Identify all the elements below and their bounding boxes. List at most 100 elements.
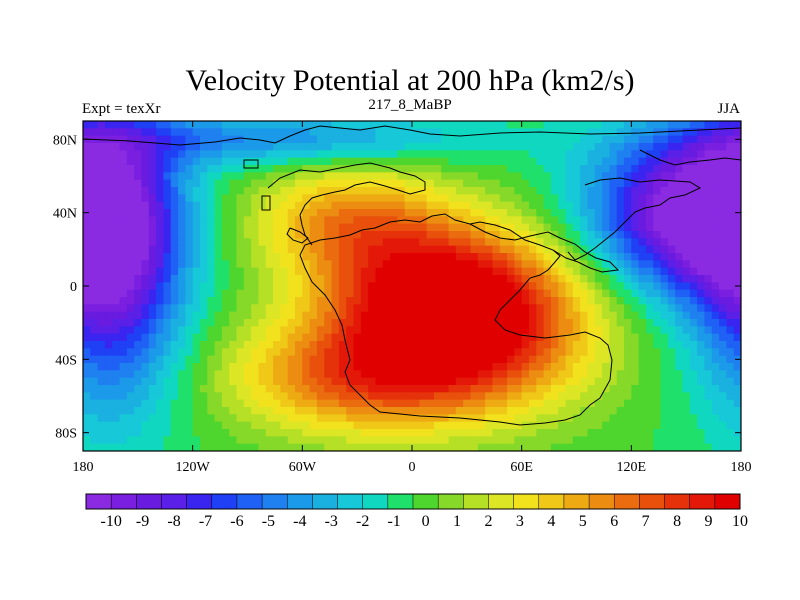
field-cell: [141, 135, 150, 144]
field-cell: [550, 201, 559, 210]
field-cell: [463, 363, 472, 371]
field-cell: [514, 377, 523, 386]
field-cell: [602, 319, 610, 327]
field-cell: [514, 150, 523, 159]
field-cell: [163, 443, 172, 451]
field-cell: [536, 282, 545, 291]
field-cell: [448, 150, 457, 159]
field-cell: [331, 194, 340, 203]
field-cell: [104, 297, 113, 305]
field-cell: [726, 253, 735, 261]
field-cell: [353, 238, 362, 247]
field-cell: [609, 392, 618, 401]
field-cell: [156, 253, 165, 261]
field-cell: [338, 238, 347, 247]
field-cell: [112, 407, 121, 415]
field-cell: [675, 209, 684, 217]
field-cell: [251, 385, 260, 393]
field-cell: [243, 429, 252, 437]
field-cell: [273, 216, 281, 225]
field-cell: [594, 267, 603, 276]
field-cell: [660, 377, 669, 386]
field-cell: [390, 282, 398, 291]
field-cell: [616, 348, 625, 357]
field-cell: [697, 216, 706, 225]
field-cell: [229, 355, 238, 364]
field-cell: [251, 289, 260, 298]
field-cell: [477, 238, 486, 247]
field-cell: [236, 282, 245, 291]
field-cell: [521, 355, 530, 364]
colorbar-label: 0: [422, 513, 430, 530]
field-cell: [492, 355, 501, 364]
field-cell: [719, 165, 727, 173]
field-cell: [324, 421, 333, 430]
field-cell: [382, 414, 391, 423]
field-cell: [412, 421, 420, 430]
field-cell: [375, 355, 384, 364]
field-cell: [163, 194, 172, 203]
field-cell: [419, 209, 428, 217]
field-cell: [653, 165, 662, 173]
field-cell: [477, 194, 486, 203]
field-cell: [119, 253, 128, 261]
field-cell: [726, 135, 735, 144]
field-cell: [638, 319, 647, 327]
field-cell: [360, 282, 369, 291]
field-cell: [733, 194, 741, 203]
field-cell: [711, 135, 720, 144]
field-cell: [134, 187, 143, 195]
field-cell: [602, 121, 610, 129]
field-cell: [331, 245, 340, 254]
field-cell: [463, 209, 472, 217]
field-cell: [148, 429, 157, 437]
field-cell: [295, 429, 303, 437]
field-cell: [470, 194, 479, 203]
field-cell: [455, 333, 464, 342]
field-cell: [609, 267, 618, 276]
field-cell: [704, 392, 713, 401]
field-cell: [148, 172, 157, 181]
field-cell: [185, 429, 194, 437]
field-cell: [477, 333, 486, 342]
field-cell: [119, 275, 128, 283]
field-cell: [521, 209, 530, 217]
field-cell: [156, 414, 165, 423]
field-cell: [455, 348, 464, 357]
field-cell: [448, 121, 457, 129]
field-cell: [631, 253, 640, 261]
field-cell: [653, 407, 662, 415]
field-cell: [236, 150, 245, 159]
field-cell: [419, 392, 428, 401]
field-cell: [594, 341, 603, 349]
field-cell: [719, 172, 727, 181]
field-cell: [616, 150, 625, 159]
field-cell: [236, 348, 245, 357]
field-cell: [185, 363, 194, 371]
field-cell: [382, 201, 391, 210]
field-cell: [441, 216, 450, 225]
field-cell: [192, 348, 201, 357]
field-cell: [499, 231, 508, 239]
field-cell: [733, 443, 741, 451]
field-cell: [375, 135, 384, 144]
field-cell: [543, 223, 552, 232]
field-cell: [265, 414, 274, 423]
field-cell: [316, 260, 325, 269]
field-cell: [192, 135, 201, 144]
field-cell: [97, 326, 106, 335]
field-cell: [390, 165, 398, 173]
field-cell: [711, 304, 720, 313]
field-cell: [638, 363, 647, 371]
field-cell: [565, 157, 574, 166]
field-cell: [514, 223, 523, 232]
field-cell: [324, 333, 333, 342]
field-cell: [609, 135, 618, 144]
field-cell: [324, 370, 333, 379]
field-cell: [360, 289, 369, 298]
field-cell: [141, 407, 150, 415]
field-cell: [733, 253, 741, 261]
field-cell: [360, 245, 369, 254]
field-cell: [221, 223, 230, 232]
field-cell: [390, 209, 398, 217]
